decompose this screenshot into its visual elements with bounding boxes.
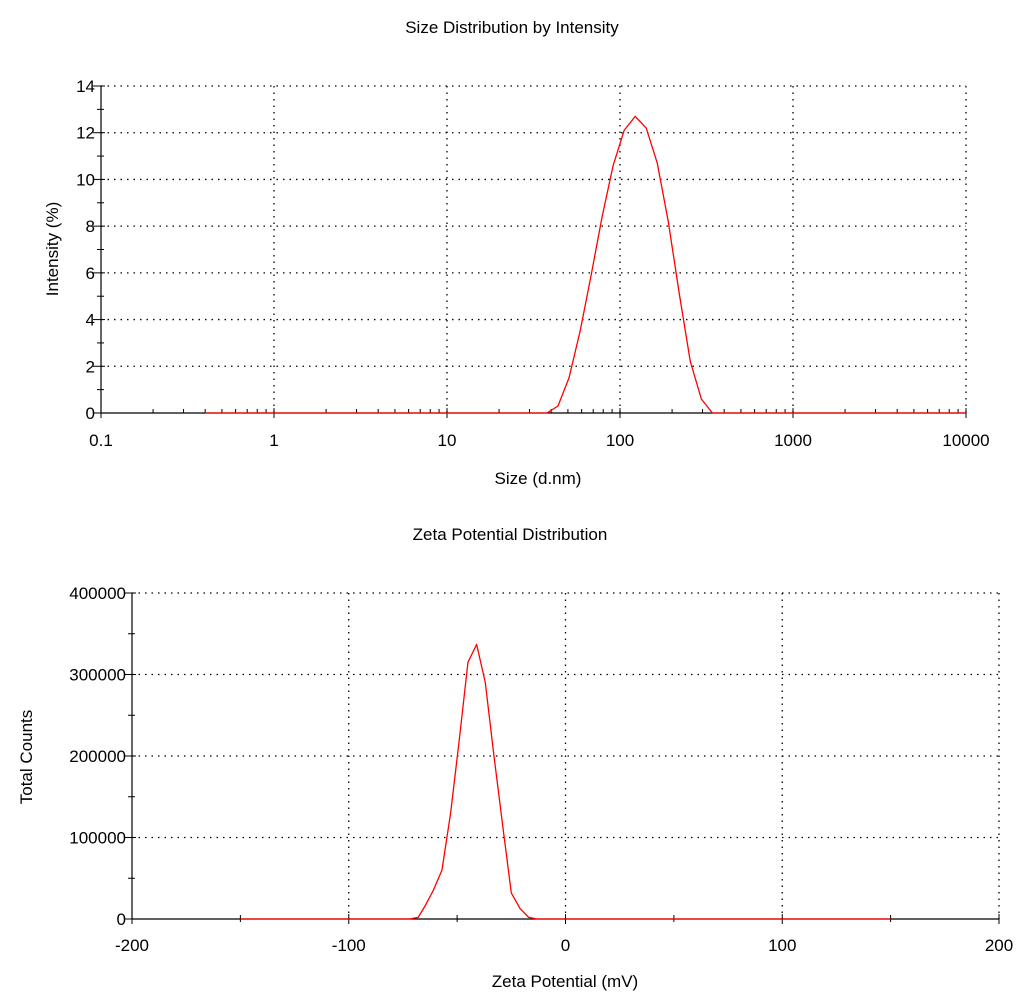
y-tick-label: 6 [86, 264, 95, 283]
series-layer [205, 115, 966, 414]
x-tick-label: -100 [332, 936, 366, 955]
y-tick-label: 200000 [69, 747, 126, 766]
x-tick-label: -200 [115, 936, 149, 955]
x-tick-label: 100 [606, 431, 634, 450]
y-tick-label: 0 [86, 404, 95, 423]
series-line [240, 643, 891, 920]
y-tick-label: 4 [86, 311, 95, 330]
y-tick-label: 10 [76, 170, 95, 189]
x-tick-label: 10 [438, 431, 457, 450]
y-tick-label: 400000 [69, 584, 126, 603]
y-tick-label: 100000 [69, 829, 126, 848]
tick-labels: -200 -100 0 100 200 0 100000 200000 300000 400000 [69, 584, 1013, 955]
grid [132, 592, 1000, 919]
x-tick-label: 10000 [942, 431, 989, 450]
chart-title: Size Distribution by Intensity [405, 18, 619, 37]
grid [101, 85, 967, 413]
series-line [205, 115, 966, 414]
x-axis-label: Size (d.nm) [495, 469, 582, 488]
y-axis-label: Intensity (%) [43, 202, 62, 296]
x-tick-label: 1000 [774, 431, 812, 450]
zeta-potential-chart: Zeta Potential Distribution -200 -100 0 100… [17, 525, 1013, 991]
y-tick-label: 300000 [69, 666, 126, 685]
size-distribution-chart: Size Distribution by Intensity 0.1 1 10 100… [43, 18, 990, 488]
y-tick-label: 2 [86, 357, 95, 376]
x-tick-label: 0 [561, 936, 570, 955]
y-axis-label: Total Counts [17, 710, 36, 805]
x-tick-label: 200 [985, 936, 1013, 955]
x-tick-label: 100 [768, 936, 796, 955]
y-tick-label: 14 [76, 77, 95, 96]
y-tick-label: 8 [86, 217, 95, 236]
x-axis-label: Zeta Potential (mV) [492, 972, 638, 991]
axes [93, 85, 967, 418]
tick-labels: 0.1 1 10 100 1000 10000 0 2 4 6 8 10 12 14 [76, 77, 990, 450]
chart-title: Zeta Potential Distribution [413, 525, 608, 544]
axes [124, 592, 1000, 924]
y-tick-label: 0 [117, 910, 126, 929]
x-tick-label: 0.1 [89, 431, 113, 450]
series-layer [240, 643, 891, 920]
y-tick-label: 12 [76, 124, 95, 143]
x-tick-label: 1 [269, 431, 278, 450]
